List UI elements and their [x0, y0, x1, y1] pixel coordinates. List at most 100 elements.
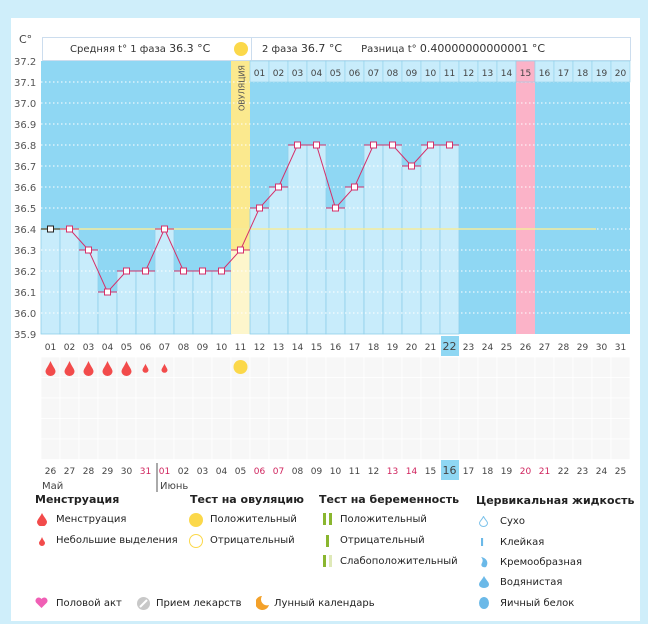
symptom-cell: [173, 418, 194, 440]
creamy-icon: [481, 557, 488, 568]
symptom-cell: [78, 438, 99, 460]
symptom-cell: [325, 397, 346, 419]
symptom-cell: [591, 377, 612, 399]
cycle-day-label: 06: [140, 343, 152, 353]
cycle-day-label: 18: [368, 343, 380, 353]
symptom-cell: [211, 438, 232, 460]
temperature-point: [66, 225, 73, 233]
ovulation-sun-icon: [234, 42, 248, 56]
symptom-cell: [534, 377, 555, 399]
negative-circle-icon: [189, 534, 203, 548]
symptom-cell: [154, 377, 175, 399]
temperature-point: [427, 141, 434, 149]
calendar-date: 28: [83, 467, 95, 477]
symptom-cell: [344, 377, 365, 399]
cycle-day-label: 02: [64, 343, 75, 353]
calendar-date: 11: [349, 467, 360, 477]
ovulation-test-positive-icon: [233, 360, 248, 374]
symptom-cell: [249, 377, 270, 399]
symptom-cell: [420, 397, 441, 419]
y-tick-label: 35.9: [14, 330, 36, 341]
cycle-day-label: 08: [178, 343, 190, 353]
symptom-cell: [325, 438, 346, 460]
legend-cervical-creamy: Кремообразная: [500, 557, 583, 568]
symptom-cell: [97, 438, 118, 460]
symptom-cell: [439, 356, 460, 378]
luteal-day-label: 14: [501, 69, 513, 79]
symptom-cell: [59, 438, 80, 460]
temperature-point: [332, 204, 339, 212]
positive-circle-icon: [189, 513, 203, 527]
temperature-point: [370, 141, 377, 149]
temperature-point: [161, 225, 168, 233]
calendar-date: 21: [539, 467, 550, 477]
temperature-bar: [40, 228, 61, 335]
y-tick-label: 36.4: [14, 225, 36, 236]
cycle-day-label: 05: [121, 343, 132, 353]
legend-cervical-sticky: Клейкая: [500, 537, 545, 548]
legend-light-spotting: Небольшие выделения: [56, 535, 178, 546]
symptom-cell: [477, 418, 498, 440]
temperature-point: [237, 246, 244, 254]
legend-menstruation-title: Менструация: [35, 493, 120, 506]
symptom-cell: [97, 397, 118, 419]
temperature-bar: [306, 144, 327, 335]
symptom-cell: [306, 397, 327, 419]
symptom-cell: [572, 397, 593, 419]
symptom-cell: [477, 356, 498, 378]
cycle-day-label: 01: [45, 343, 56, 353]
temperature-bar: [439, 144, 460, 335]
one-line-icon: [326, 535, 329, 547]
legend-pregnancy-faint: Слабоположительный: [340, 556, 458, 567]
symptom-cell: [515, 418, 536, 440]
cycle-day-label: 30: [596, 343, 608, 353]
symptom-cell: [363, 397, 384, 419]
temperature-point: [218, 267, 225, 275]
pill-icon: [137, 597, 150, 610]
symptom-cell: [173, 438, 194, 460]
symptom-cell: [59, 377, 80, 399]
calendar-date: 29: [102, 467, 114, 477]
cycle-day-label: 12: [254, 343, 265, 353]
symptom-cell: [420, 356, 441, 378]
cycle-day-label: 04: [102, 343, 114, 353]
cycle-day-label: 24: [482, 343, 494, 353]
symptom-cell: [211, 377, 232, 399]
luteal-day-label: 17: [558, 69, 569, 79]
symptom-cell: [515, 377, 536, 399]
cycle-day-label: 07: [159, 343, 170, 353]
symptom-cell: [116, 418, 137, 440]
symptom-cell: [325, 356, 346, 378]
phase2-label: 2 фаза: [262, 44, 298, 55]
symptom-cell: [382, 377, 403, 399]
temperature-bar: [287, 144, 308, 335]
symptom-cell: [458, 438, 479, 460]
symptom-cell: [553, 438, 574, 460]
legend-cervical-title: Цервикальная жидкость: [476, 494, 635, 507]
symptom-cell: [192, 418, 213, 440]
symptom-cell: [363, 356, 384, 378]
symptom-cell: [306, 377, 327, 399]
symptom-cell: [439, 438, 460, 460]
luteal-day-label: 20: [615, 69, 627, 79]
drop-icon: [45, 361, 56, 376]
symptom-cell: [382, 438, 403, 460]
calendar-date: 20: [520, 467, 532, 477]
temperature-bar: [135, 270, 156, 335]
temperature-point: [294, 141, 301, 149]
symptom-cell: [249, 438, 270, 460]
symptom-cell: [287, 438, 308, 460]
symptom-cell: [40, 438, 61, 460]
symptom-cell: [268, 438, 289, 460]
temperature-point: [256, 204, 263, 212]
temperature-point: [47, 225, 54, 233]
calendar-date: 03: [197, 467, 208, 477]
symptom-cell: [59, 418, 80, 440]
symptom-cell: [230, 438, 251, 460]
symptom-cell: [420, 377, 441, 399]
legend-ovulation-negative: Отрицательный: [210, 535, 295, 546]
luteal-day-label: 15: [520, 69, 531, 79]
expected-period-column: [516, 61, 535, 334]
luteal-day-label: 09: [406, 69, 418, 79]
symptom-cell: [211, 356, 232, 378]
